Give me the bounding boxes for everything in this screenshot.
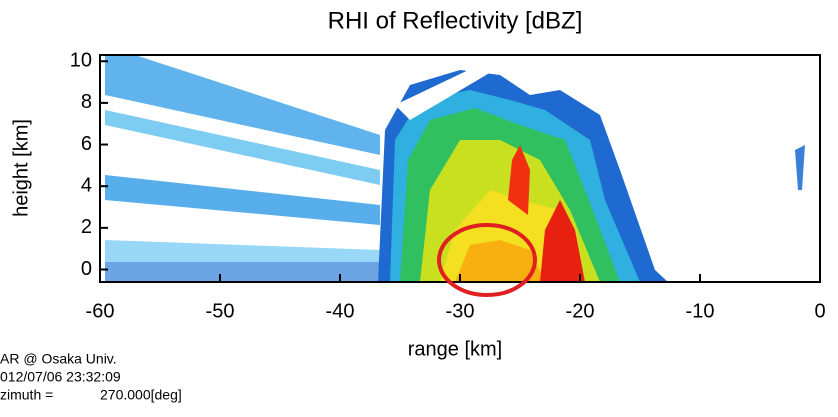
chart-title: RHI of Reflectivity [dBZ] (328, 7, 583, 34)
x-axis-label: range [km] (408, 338, 502, 360)
echo-field (105, 55, 805, 282)
highlight-ellipse (437, 223, 537, 297)
y-tick-label: 2 (81, 216, 92, 238)
annotation: AR @ Osaka Univ. (0, 351, 117, 367)
annotation: 012/07/06 23:32:09 (0, 369, 121, 385)
x-tick-label: -60 (86, 300, 115, 322)
annotations: AR @ Osaka Univ. 012/07/06 23:32:09 zimuth… (0, 351, 182, 403)
x-tick-label: -50 (206, 300, 235, 322)
x-tick-label: -40 (326, 300, 355, 322)
annotation: zimuth = (0, 387, 53, 403)
y-tick-label: 6 (81, 133, 92, 155)
y-axis-label: height [km] (10, 119, 32, 217)
y-tick-label: 0 (81, 258, 92, 280)
x-tick-label: 0 (814, 300, 825, 322)
y-tick-label: 10 (70, 50, 92, 72)
x-tick-label: -20 (566, 300, 595, 322)
y-tick-label: 4 (81, 174, 92, 196)
x-tick-label: -10 (686, 300, 715, 322)
annotation: 270.000[deg] (100, 387, 182, 403)
x-tick-label: -30 (446, 300, 475, 322)
y-tick-label: 8 (81, 91, 92, 113)
